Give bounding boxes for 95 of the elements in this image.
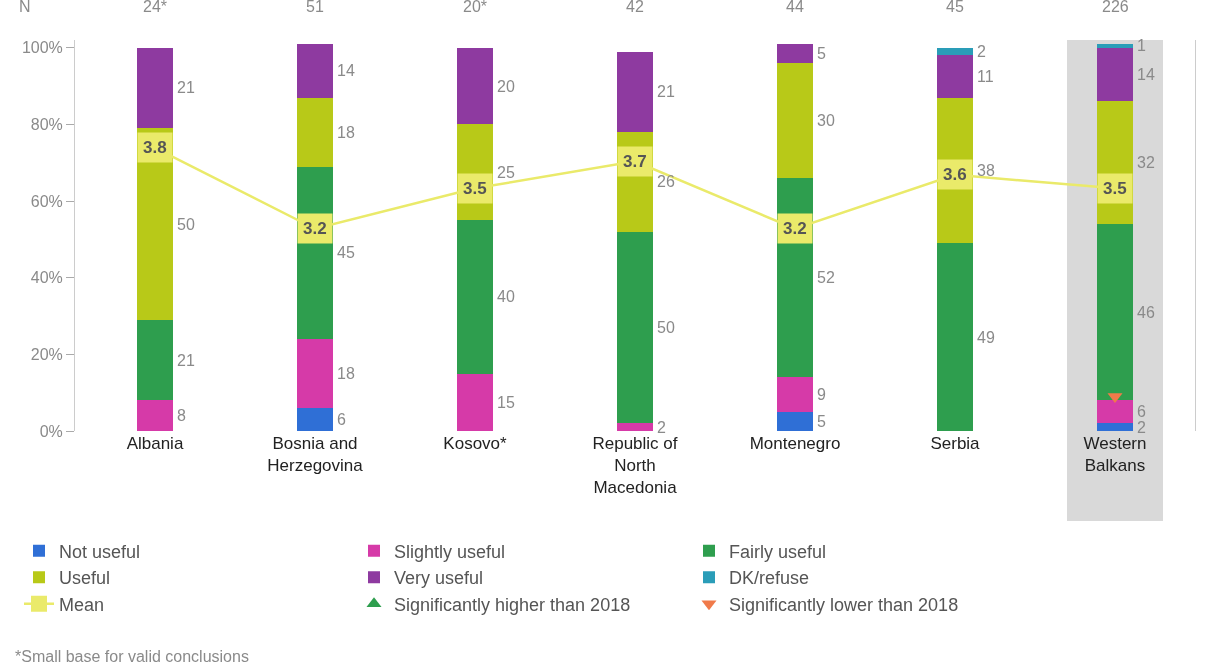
data-label: 3.5 [1103, 179, 1127, 198]
data-label: 49 [977, 329, 995, 346]
y-tick-label: 40% [30, 269, 63, 287]
data-label: 5 [817, 413, 826, 430]
legend-label: Slightly useful [394, 541, 506, 562]
bar [297, 408, 333, 431]
data-label: 2 [1137, 419, 1146, 436]
data-label: 3.2 [783, 219, 807, 238]
bar [1097, 47, 1133, 102]
bar [137, 319, 173, 401]
x-tick-label: Serbia [930, 434, 981, 453]
data-label: 50 [177, 216, 195, 233]
bar [1097, 224, 1133, 401]
bar [297, 339, 333, 408]
data-label: 2 [977, 43, 986, 60]
data-label: 6 [1137, 403, 1146, 420]
y-tick-label: 100% [21, 39, 63, 57]
legend-label: DK/refuse [729, 568, 810, 589]
data-label: 2 [657, 419, 666, 436]
text: 42 [626, 0, 644, 15]
legend-label: Not useful [59, 541, 141, 562]
y-tick-label: 20% [30, 345, 63, 363]
data-label: 14 [1137, 66, 1155, 83]
data-label: 25 [497, 164, 515, 181]
y-tick-label: 60% [30, 192, 63, 210]
x-tick-label: Montenegro [749, 434, 841, 453]
x-tick-label: Western Balkans [1083, 434, 1147, 476]
data-label: 8 [177, 407, 186, 424]
data-label: 50 [657, 319, 675, 336]
y-tick-label: 0% [39, 422, 63, 440]
data-label: 3.7 [623, 152, 647, 171]
bar [777, 43, 813, 63]
data-label: 3.8 [143, 138, 167, 157]
data-label: 20 [497, 78, 515, 95]
data-label: 30 [817, 112, 835, 129]
data-label: 38 [977, 162, 995, 179]
x-tick-label: Republic of North Macedonia [592, 434, 678, 498]
legend-label: Useful [59, 568, 111, 589]
bar [457, 220, 493, 374]
bar [617, 51, 653, 132]
bar [937, 47, 973, 56]
bar [137, 47, 173, 129]
bar [1097, 400, 1133, 424]
data-label: 46 [1137, 304, 1155, 321]
data-label: 9 [817, 386, 826, 403]
data-label: 21 [177, 352, 195, 369]
data-label: 3.2 [303, 219, 327, 238]
legend-label: Significantly higher than 2018 [394, 594, 631, 615]
legend-label: Significantly lower than 2018 [729, 594, 959, 615]
text: N [19, 0, 31, 15]
data-label: 3.6 [943, 165, 967, 184]
x-tick-label: Kosovo* [443, 434, 508, 453]
bar [457, 373, 493, 431]
legend-label: Very useful [394, 568, 484, 589]
data-label: 32 [1137, 154, 1155, 171]
data-label: 18 [337, 365, 355, 382]
text: 45 [946, 0, 964, 15]
y-tick-label: 80% [30, 115, 63, 133]
bar [1097, 43, 1133, 48]
bar [1097, 423, 1133, 431]
bar [297, 97, 333, 167]
data-label: 52 [817, 269, 835, 286]
text: 44 [786, 0, 804, 15]
data-label: 26 [657, 173, 675, 190]
bar [777, 377, 813, 412]
data-label: 1 [1137, 37, 1146, 54]
data-label: 21 [177, 79, 195, 96]
data-label: 3.5 [463, 179, 487, 198]
data-label: 21 [657, 83, 675, 100]
legend-label: Mean [59, 594, 105, 615]
text: 51 [306, 0, 324, 15]
bar [457, 47, 493, 125]
text: *Small base for valid conclusions [15, 648, 249, 665]
x-tick-label: Albania [126, 434, 184, 453]
bar [937, 55, 973, 98]
bar [137, 400, 173, 431]
legend-label: Fairly useful [729, 541, 827, 562]
bar [777, 411, 813, 431]
bar [937, 243, 973, 431]
data-label: 45 [337, 244, 355, 261]
bar [617, 423, 653, 431]
data-label: 6 [337, 411, 346, 428]
data-label: 11 [977, 68, 994, 85]
bar [617, 231, 653, 424]
text: 24* [143, 0, 168, 15]
x-tick-label: Bosnia and Herzegovina [267, 434, 364, 476]
data-label: 40 [497, 288, 515, 305]
data-label: 18 [337, 124, 355, 141]
text: 226 [1102, 0, 1129, 15]
bar [777, 63, 813, 178]
text: 20* [463, 0, 488, 15]
data-label: 15 [497, 394, 515, 411]
data-label: 14 [337, 62, 355, 79]
bar [297, 43, 333, 98]
data-label: 5 [817, 45, 826, 62]
